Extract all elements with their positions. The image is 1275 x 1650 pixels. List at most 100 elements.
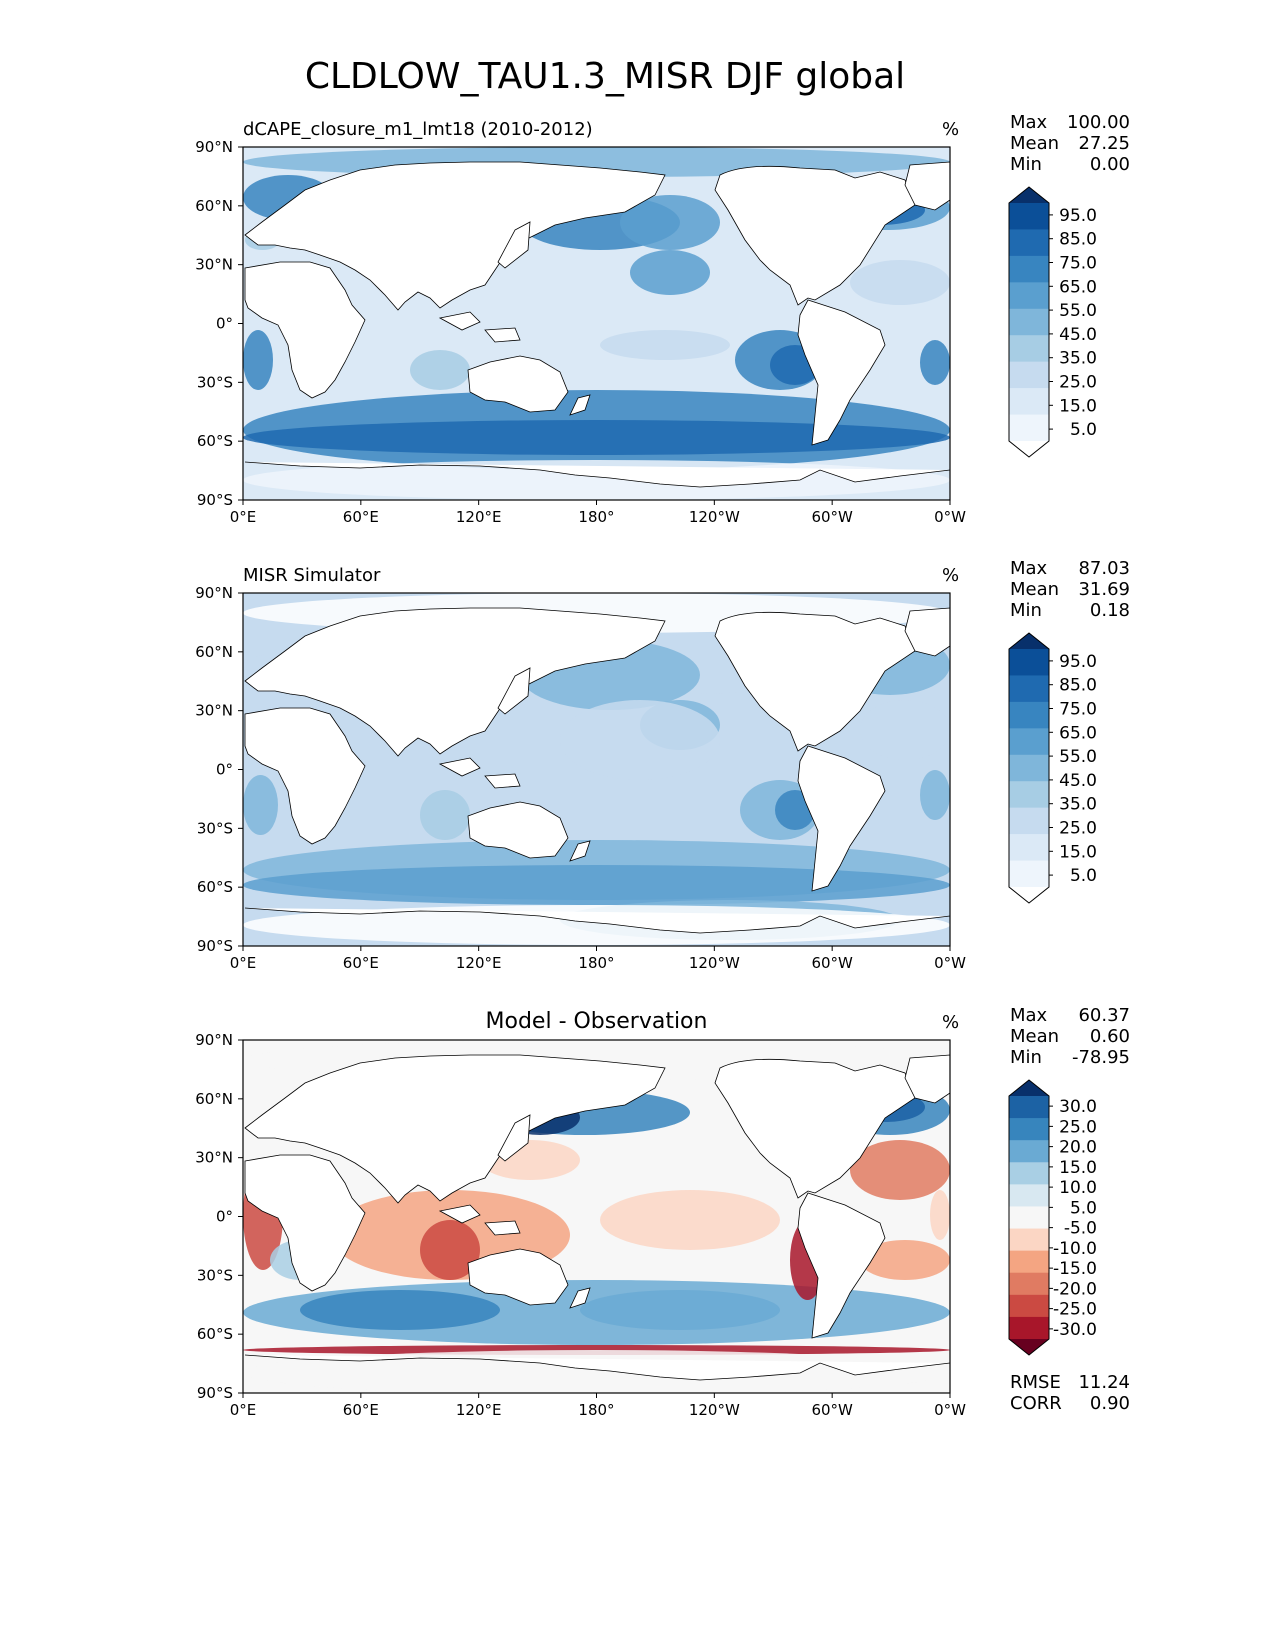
field-region [920, 770, 950, 820]
map-field [243, 1040, 950, 1393]
colorbar-extend-max [1009, 1080, 1049, 1096]
colorbar-label: -30.0 [1053, 1320, 1097, 1340]
colorbar-label: 5.0 [1070, 866, 1097, 886]
units-label: % [942, 565, 959, 586]
y-tick-label: 30°N [195, 1149, 233, 1167]
stat-label: Min [1010, 600, 1042, 621]
y-tick-label: 90°S [197, 1384, 233, 1402]
x-tick-label: 60°E [343, 1401, 379, 1419]
y-tick-label: 60°S [197, 432, 233, 450]
metric-value: 11.24 [1078, 1372, 1130, 1393]
colorbar-label: 95.0 [1059, 652, 1097, 672]
stat-label: Mean [1010, 1026, 1059, 1047]
field-region [300, 1290, 500, 1330]
field-region [580, 1290, 780, 1330]
figure-title: CLDLOW_TAU1.3_MISR DJF global [305, 56, 905, 97]
field-region [560, 700, 720, 780]
x-tick-label: 0°W [934, 1401, 966, 1419]
colorbar-segment [1009, 701, 1049, 729]
field-region [630, 250, 710, 295]
colorbar-label: -5.0 [1064, 1219, 1097, 1239]
y-tick-label: 60°N [195, 643, 233, 661]
x-tick-label: 60°E [343, 508, 379, 526]
y-tick-label: 60°N [195, 197, 233, 215]
stat-value: 0.60 [1090, 1026, 1130, 1047]
x-tick-label: 0°E [230, 954, 257, 972]
panel-observation: 0°E 60°E 120°E 180° 120°W 60°W 0°W 90°N 60°N 30°N… [195, 558, 1130, 972]
stat-value: 0.18 [1090, 600, 1130, 621]
field-region [243, 330, 273, 390]
colorbar-label: 75.0 [1059, 700, 1097, 720]
x-tick-label: 0°E [230, 508, 257, 526]
colorbar-label: 55.0 [1059, 747, 1097, 767]
field-region [600, 1190, 780, 1250]
field-region [420, 790, 470, 840]
colorbar-label: 85.0 [1059, 676, 1097, 696]
y-tick-label: 30°S [197, 819, 233, 837]
colorbar-segment [1009, 1206, 1049, 1230]
stat-label: Mean [1010, 133, 1059, 154]
colorbar-label: -20.0 [1053, 1279, 1097, 1299]
colorbar-segment [1009, 229, 1049, 257]
colorbar-label: 15.0 [1059, 1158, 1097, 1178]
y-tick-label: 0° [216, 315, 233, 333]
colorbar-segment [1009, 308, 1049, 336]
field-region [920, 340, 950, 385]
colorbar-extend-max [1009, 187, 1049, 203]
colorbar: 95.0 85.0 75.0 65.0 55.0 45.0 35.0 25.0 15.0 5.0 [1008, 632, 1097, 904]
colorbar-label: 45.0 [1059, 771, 1097, 791]
colorbar-label: -15.0 [1053, 1259, 1097, 1279]
y-tick-label: 30°S [197, 1266, 233, 1284]
x-tick-label: 120°E [456, 1401, 502, 1419]
colorbar-segment [1009, 388, 1049, 416]
x-tick-label: 120°E [456, 954, 502, 972]
metric-label: CORR [1010, 1393, 1062, 1414]
field-region [410, 350, 470, 390]
panel-title: MISR Simulator [243, 565, 381, 586]
colorbar-segment [1009, 1096, 1049, 1119]
x-tick-label: 120°W [689, 954, 740, 972]
field-region [850, 260, 950, 305]
x-tick-label: 60°W [811, 954, 853, 972]
colorbar-label: -25.0 [1053, 1300, 1097, 1320]
map-field [243, 593, 950, 946]
panel-title: Model - Observation [486, 1009, 708, 1034]
field-region [243, 865, 950, 905]
x-tick-label: 60°E [343, 954, 379, 972]
x-tick-label: 120°E [456, 508, 502, 526]
stat-value: 87.03 [1078, 558, 1130, 579]
colorbar-label: 25.0 [1059, 373, 1097, 393]
colorbar-segment [1009, 1140, 1049, 1163]
y-tick-label: 60°S [197, 878, 233, 896]
colorbar-label: 15.0 [1059, 842, 1097, 862]
panel-model: 0°E 60°E 120°E 180° 120°W 60°W 0°W 90°N 60°N 30°N… [195, 112, 1130, 526]
metric-label: RMSE [1010, 1372, 1061, 1393]
colorbar-label: 25.0 [1059, 1117, 1097, 1137]
units-label: % [942, 119, 959, 140]
field-region [243, 420, 950, 455]
stat-value: 60.37 [1078, 1005, 1130, 1026]
y-tick-label: 90°N [195, 138, 233, 156]
colorbar-segment [1009, 1228, 1049, 1252]
colorbar-label: 15.0 [1059, 396, 1097, 416]
colorbar-label: 75.0 [1059, 254, 1097, 274]
field-region [620, 195, 720, 250]
stat-label: Min [1010, 1047, 1042, 1068]
colorbar-extend-min [1009, 887, 1049, 903]
y-tick-label: 60°S [197, 1325, 233, 1343]
x-tick-label: 120°W [689, 1401, 740, 1419]
colorbar-segment [1009, 728, 1049, 756]
y-tick-label: 90°S [197, 491, 233, 509]
field-region [600, 330, 730, 360]
field-region [850, 1140, 950, 1200]
y-tick-label: 90°N [195, 584, 233, 602]
colorbar-segment [1009, 203, 1049, 230]
colorbar-segment [1009, 1272, 1049, 1296]
colorbar-label: 5.0 [1070, 420, 1097, 440]
y-tick-label: 90°S [197, 937, 233, 955]
colorbar-segment [1009, 255, 1049, 283]
stat-value: 27.25 [1078, 133, 1130, 154]
stat-value: 0.00 [1090, 154, 1130, 175]
colorbar-segment [1009, 754, 1049, 782]
colorbar-segment [1009, 781, 1049, 809]
